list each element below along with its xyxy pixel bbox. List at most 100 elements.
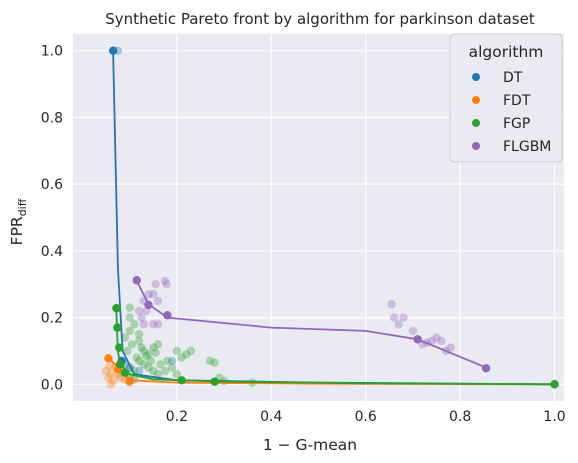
fgp-cloud-point	[160, 366, 170, 376]
flgbm-cloud-point	[432, 333, 441, 342]
fgp-cloud-point	[149, 343, 158, 352]
flgbm-cloud-point	[153, 296, 163, 306]
fdt-cloud-point	[105, 361, 115, 371]
fgp-cloud-point	[177, 353, 186, 362]
flgbm-cloud-point	[149, 290, 158, 299]
legend: algorithm DT FDT FGP FLGBM	[449, 33, 563, 163]
x-axis-title: 1 − G-mean	[263, 436, 357, 454]
flgbm-cloud-point	[437, 336, 446, 346]
legend-marker-fgp	[472, 119, 480, 127]
fgp-cloud-point	[144, 363, 153, 372]
chart-title: Synthetic Pareto front by algorithm for …	[105, 10, 535, 28]
fgp-cloud-point	[134, 356, 144, 366]
flgbm-front-point	[132, 276, 141, 285]
y-axis-title-main: FPR	[8, 216, 26, 245]
legend-box	[449, 33, 563, 163]
y-axis-title: FPRdiff	[8, 198, 29, 245]
fgp-cloud-point	[125, 313, 134, 322]
legend-label-dt: DT	[503, 70, 523, 86]
fgp-front-line	[115, 307, 555, 386]
x-tick-label: 0.8	[449, 409, 471, 425]
fdt-cloud-point	[108, 376, 118, 386]
y-tick-label: 0.6	[41, 177, 63, 193]
fgp-cloud-point	[146, 356, 156, 366]
fgp-cloud-point	[139, 346, 149, 356]
fgp-cloud-point	[210, 358, 219, 367]
legend-marker-fdt	[472, 96, 480, 104]
fdt-cloud-point	[101, 366, 111, 376]
fgp-cloud-point	[153, 340, 163, 349]
flgbm-front-point	[413, 335, 422, 344]
fgp-cloud-point	[172, 346, 182, 356]
flgbm-cloud-point	[389, 313, 399, 322]
flgbm-cloud-point	[446, 343, 455, 352]
flgbm-front-point	[163, 311, 172, 320]
x-tick-label: 0.4	[260, 409, 282, 425]
y-tick-label: 0.8	[41, 110, 63, 126]
x-tick-label: 0.2	[166, 409, 188, 425]
flgbm-cloud-point	[139, 320, 149, 329]
fgp-cloud-point	[137, 343, 146, 352]
x-tick-label: 1.0	[543, 409, 565, 425]
fdt-front-point	[104, 354, 113, 363]
fgp-cloud-point	[125, 303, 134, 312]
legend-items: DT FDT FGP FLGBM	[472, 70, 551, 155]
legend-label-fgp: FGP	[503, 116, 530, 132]
fdt-cloud-point	[106, 380, 115, 389]
legend-marker-dt	[472, 73, 480, 81]
flgbm-front-point	[481, 364, 491, 373]
fgp-front-point	[177, 376, 186, 385]
flgbm-cloud-point	[153, 320, 163, 329]
flgbm-cloud-point	[134, 306, 144, 316]
fgp-cloud-point	[182, 350, 191, 359]
fgp-cloud-point	[156, 360, 165, 369]
y-tick-label: 1.0	[41, 44, 63, 60]
flgbm-front-point	[144, 300, 153, 310]
y-tick-label: 0.0	[41, 377, 63, 393]
flgbm-cloud-point	[149, 320, 158, 329]
fgp-cloud-point	[134, 330, 144, 339]
y-axis-title-subscript: diff	[16, 198, 29, 216]
fgp-cloud-point	[130, 320, 139, 329]
fgp-cloud-point	[141, 351, 151, 361]
dt-cloud-point	[134, 366, 144, 376]
legend-marker-flgbm	[472, 142, 480, 150]
fgp-front-point	[550, 380, 559, 389]
flgbm-cloud-point	[137, 313, 146, 322]
fgp-front-point	[116, 360, 125, 369]
fgp-front-point	[112, 304, 121, 313]
fgp-cloud-point	[139, 360, 149, 369]
fgp-cloud-point	[134, 336, 144, 346]
legend-label-flgbm: FLGBM	[503, 139, 551, 155]
fgp-cloud-point	[186, 346, 196, 356]
y-tick-label: 0.2	[41, 311, 63, 327]
y-tick-label: 0.4	[41, 244, 63, 260]
fgp-cloud-point	[127, 340, 137, 349]
fgp-cloud-point	[144, 350, 153, 359]
fgp-front-point	[210, 377, 219, 386]
fgp-front-point	[120, 368, 130, 377]
fdt-cloud-point	[104, 373, 113, 382]
flgbm-cloud-point	[162, 280, 171, 289]
legend-label-fdt: FDT	[503, 93, 531, 109]
fgp-cloud-point	[163, 356, 172, 366]
fgp-cloud-point	[132, 353, 141, 362]
fdt-cloud-point	[106, 370, 115, 379]
dt-front-point	[108, 46, 118, 55]
fgp-cloud-point	[125, 326, 134, 336]
flgbm-cloud-point	[387, 300, 396, 309]
fgp-front-point	[115, 343, 124, 352]
legend-title: algorithm	[469, 43, 544, 61]
fgp-cloud-point	[123, 346, 132, 356]
fdt-front-point	[125, 376, 134, 386]
fgp-cloud-point	[151, 348, 160, 357]
flgbm-cloud-point	[160, 276, 170, 286]
fgp-cloud-point	[167, 363, 177, 372]
data-marks	[101, 46, 559, 389]
flgbm-cloud-point	[394, 320, 403, 329]
tick-labels: 0.2 0.4 0.6 0.8 1.0 0.0 0.2 0.4 0.6 0.8 1.0	[41, 44, 566, 425]
flgbm-cloud-point	[408, 326, 418, 336]
flgbm-cloud-point	[399, 313, 408, 322]
fgp-cloud-point	[205, 356, 215, 366]
